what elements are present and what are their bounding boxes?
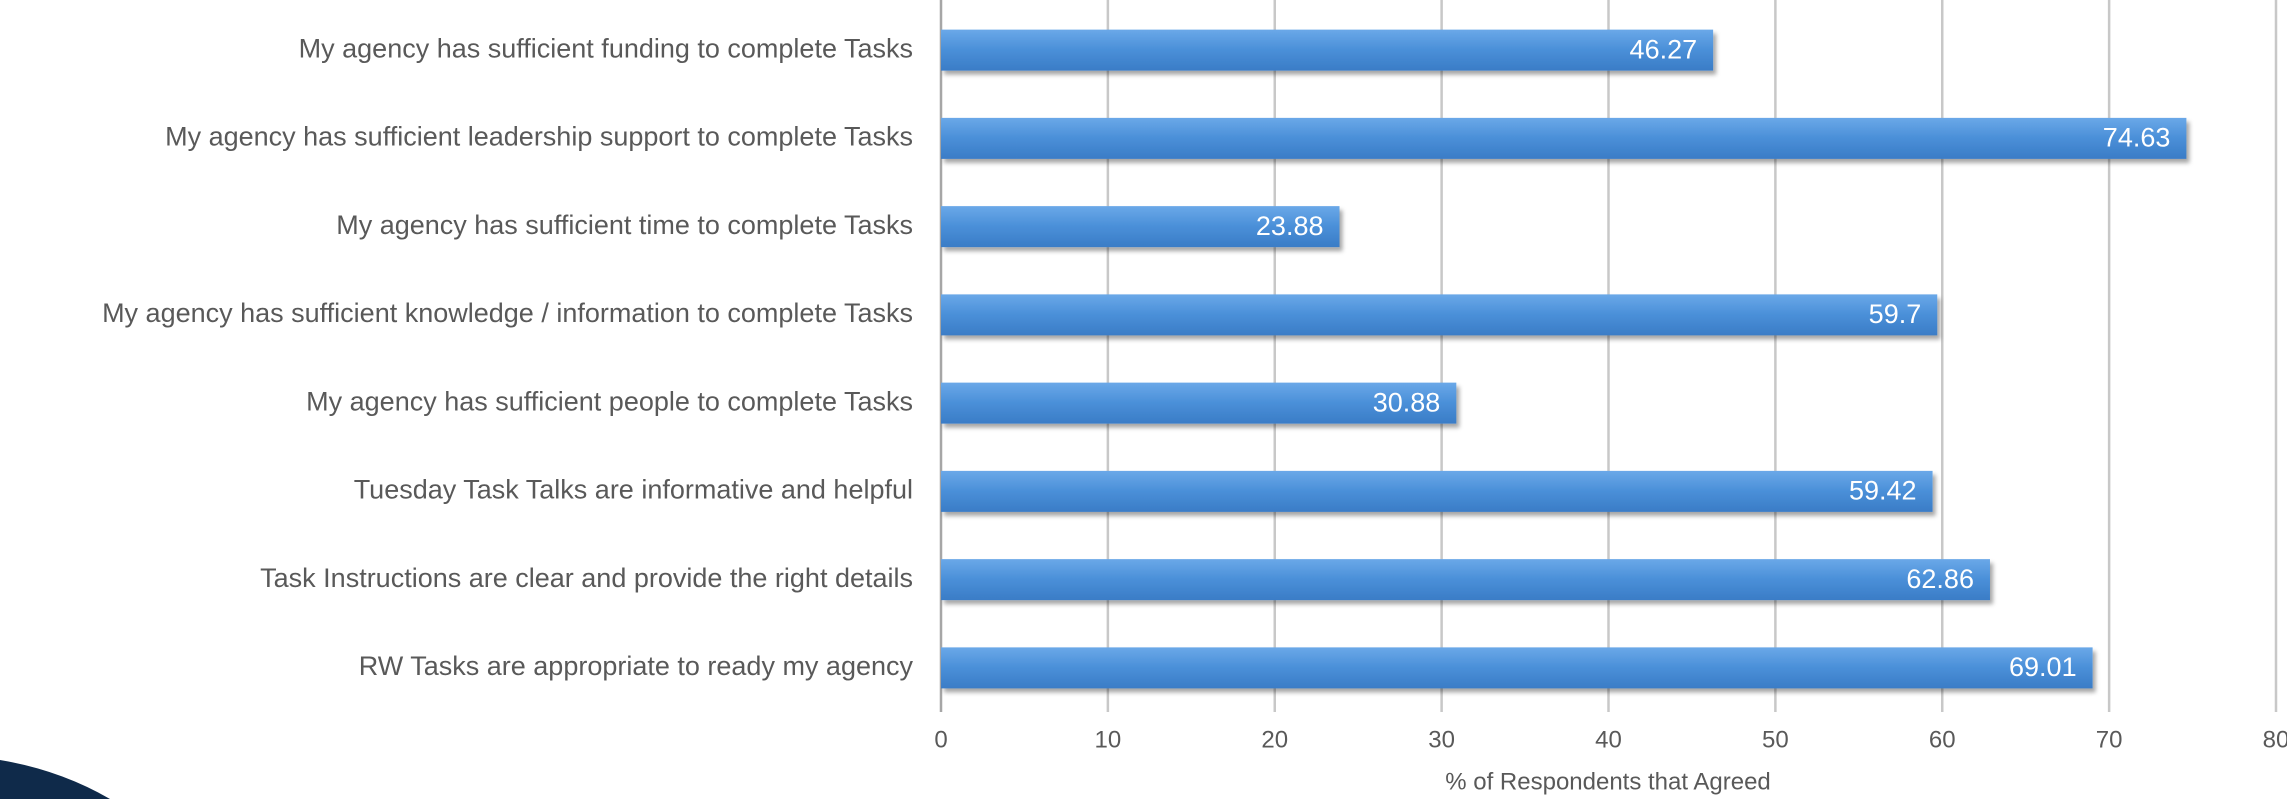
x-tick-label: 80 (2263, 726, 2287, 753)
y-tick-label: My agency has sufficient funding to comp… (299, 33, 913, 63)
value-label: 62.86 (1906, 564, 1974, 594)
y-tick-label: Task Instructions are clear and provide … (260, 563, 913, 593)
x-axis-title: % of Respondents that Agreed (1445, 768, 1771, 795)
value-label: 30.88 (1373, 387, 1441, 417)
y-tick-label: My agency has sufficient time to complet… (336, 210, 913, 240)
value-label: 23.88 (1256, 211, 1324, 241)
decoration (0, 760, 110, 799)
bar (941, 470, 1933, 512)
value-label: 46.27 (1630, 34, 1698, 64)
value-label: 59.42 (1849, 476, 1917, 506)
y-tick-label: My agency has sufficient knowledge / inf… (102, 298, 913, 328)
x-tick-label: 30 (1428, 726, 1455, 753)
value-label: 74.63 (2103, 123, 2171, 153)
bar (941, 647, 2093, 689)
x-tick-label: 40 (1595, 726, 1622, 753)
y-tick-label: RW Tasks are appropriate to ready my age… (359, 651, 914, 681)
bar (941, 206, 1340, 248)
bar (941, 559, 1990, 601)
x-tick-label: 50 (1762, 726, 1789, 753)
y-tick-label: My agency has sufficient leadership supp… (165, 122, 913, 152)
bar (941, 117, 2187, 159)
bar (941, 29, 1714, 71)
x-tick-label: 70 (2096, 726, 2123, 753)
y-tick-label: Tuesday Task Talks are informative and h… (354, 475, 913, 505)
x-tick-label: 60 (1929, 726, 1956, 753)
bar (941, 294, 1938, 336)
value-label: 59.7 (1869, 299, 1922, 329)
y-tick-label: My agency has sufficient people to compl… (306, 386, 913, 416)
value-label: 69.01 (2009, 652, 2077, 682)
bar (941, 382, 1457, 424)
x-tick-label: 10 (1095, 726, 1122, 753)
x-tick-label: 0 (934, 726, 947, 753)
x-tick-label: 20 (1261, 726, 1288, 753)
